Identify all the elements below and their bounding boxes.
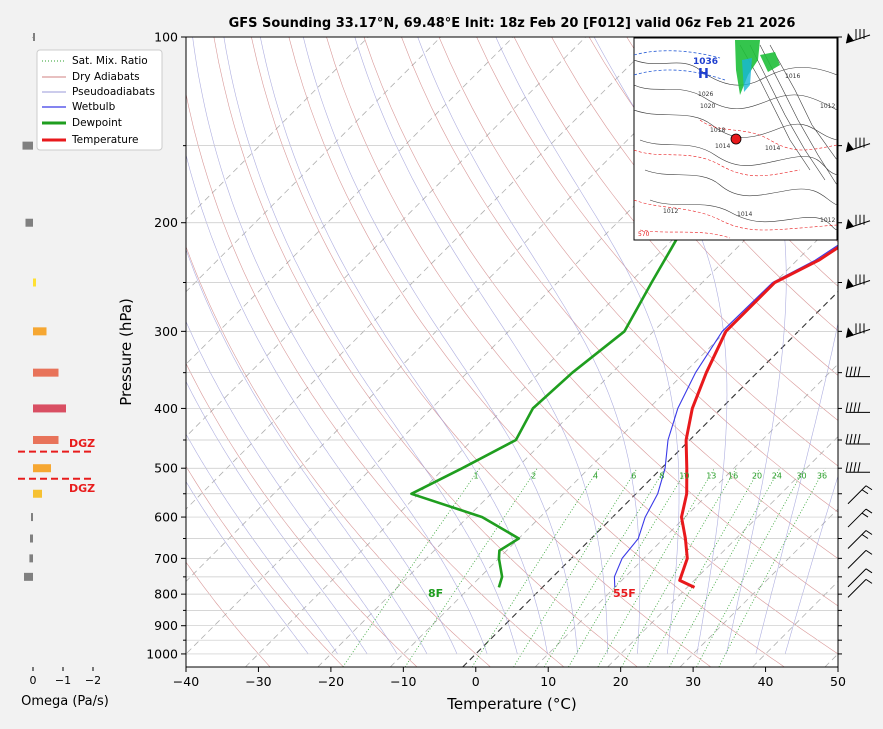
inset-map: 1036 H 1026 1020 1014 1018 1012 1014 101… xyxy=(634,38,837,240)
omega-bar xyxy=(33,279,36,287)
mixing-ratio-label: 13 xyxy=(706,472,716,481)
inset-isobar-label: 1020 xyxy=(700,103,715,110)
inset-isobar-label: 1026 xyxy=(698,91,713,98)
inset-isobar-label: 1012 xyxy=(820,103,835,110)
y-tick-label: 600 xyxy=(154,510,178,525)
mixing-ratio-label: 36 xyxy=(817,472,827,481)
y-tick-label: 500 xyxy=(154,461,178,476)
mixing-ratio-label: 6 xyxy=(631,472,636,481)
y-tick-label: 700 xyxy=(154,551,178,566)
mixing-ratio-label: 2 xyxy=(531,472,536,481)
surface-temperature-label: 55F xyxy=(613,587,636,600)
omega-bar xyxy=(33,490,42,498)
inset-isobar-label: 1014 xyxy=(715,143,730,150)
x-tick-label: −40 xyxy=(173,674,199,689)
legend-pseudoadiabats: Pseudoadiabats xyxy=(72,86,155,98)
x-tick-label: 40 xyxy=(758,674,774,689)
omega-bar xyxy=(26,219,34,227)
inset-isobar-label: 1014 xyxy=(737,211,752,218)
inset-isobar-label: 1018 xyxy=(710,127,725,134)
mixing-ratio-label: 10 xyxy=(679,472,689,481)
mixing-ratio-label: 20 xyxy=(752,472,762,481)
mixing-ratio-label: 8 xyxy=(659,472,664,481)
inset-high-value: 1036 xyxy=(693,57,718,67)
y-tick-label: 400 xyxy=(154,401,178,416)
omega-bar xyxy=(33,404,66,412)
legend-dewpoint: Dewpoint xyxy=(72,117,122,129)
omega-bar xyxy=(33,464,51,472)
omega-bar xyxy=(24,573,33,581)
mixing-ratio-label: 30 xyxy=(796,472,806,481)
dgz-label-upper: DGZ xyxy=(69,437,95,450)
x-tick-label: 30 xyxy=(685,674,701,689)
omega-tick-label: −2 xyxy=(85,674,101,687)
chart-title: GFS Sounding 33.17°N, 69.48°E Init: 18z … xyxy=(229,16,796,31)
mixing-ratio-label: 24 xyxy=(772,472,782,481)
inset-high-label: H xyxy=(698,67,709,82)
y-tick-label: 100 xyxy=(154,30,178,45)
legend-temperature: Temperature xyxy=(71,134,139,146)
y-tick-label: 800 xyxy=(154,587,178,602)
mixing-ratio-label: 16 xyxy=(728,472,738,481)
mixing-ratio-label: 1 xyxy=(473,472,478,481)
x-tick-label: 10 xyxy=(540,674,556,689)
inset-isobar-label: 1012 xyxy=(820,217,835,224)
omega-tick-label: −1 xyxy=(55,674,71,687)
legend-wetbulb: Wetbulb xyxy=(72,101,116,113)
omega-bar xyxy=(30,535,33,543)
x-tick-label: −20 xyxy=(318,674,344,689)
y-tick-label: 900 xyxy=(154,618,178,633)
omega-bar xyxy=(33,33,35,41)
dgz-label-lower: DGZ xyxy=(69,482,95,495)
location-marker xyxy=(731,134,741,144)
inset-isobar-label: 1016 xyxy=(785,73,800,80)
inset-isobar-label: 1012 xyxy=(663,208,678,215)
omega-bar xyxy=(33,436,59,444)
legend-sat-mix-ratio: Sat. Mix. Ratio xyxy=(72,55,148,67)
x-axis-label: Temperature (°C) xyxy=(446,695,576,713)
surface-dewpoint-label: 8F xyxy=(428,587,443,600)
inset-isobar-label: 1014 xyxy=(765,145,780,152)
y-axis-label: Pressure (hPa) xyxy=(117,298,135,406)
omega-bar xyxy=(23,142,34,150)
omega-tick-label: 0 xyxy=(30,674,37,687)
y-tick-label: 200 xyxy=(154,215,178,230)
x-tick-label: −10 xyxy=(390,674,416,689)
y-tick-label: 300 xyxy=(154,324,178,339)
legend-dry-adiabats: Dry Adiabats xyxy=(72,71,140,83)
omega-bar xyxy=(29,554,33,562)
mixing-ratio-label: 4 xyxy=(593,472,598,481)
inset-isobar-label: 570 xyxy=(638,231,650,238)
omega-bar xyxy=(33,369,59,377)
x-tick-label: 50 xyxy=(830,674,846,689)
x-tick-label: 0 xyxy=(472,674,480,689)
legend: Sat. Mix. Ratio Dry Adiabats Pseudoadiab… xyxy=(37,50,162,150)
x-tick-label: 20 xyxy=(613,674,629,689)
x-tick-label: −30 xyxy=(245,674,271,689)
omega-bar xyxy=(31,513,33,521)
y-tick-label: 1000 xyxy=(146,646,178,661)
omega-axis-label: Omega (Pa/s) xyxy=(21,694,109,709)
omega-bar xyxy=(33,327,47,335)
